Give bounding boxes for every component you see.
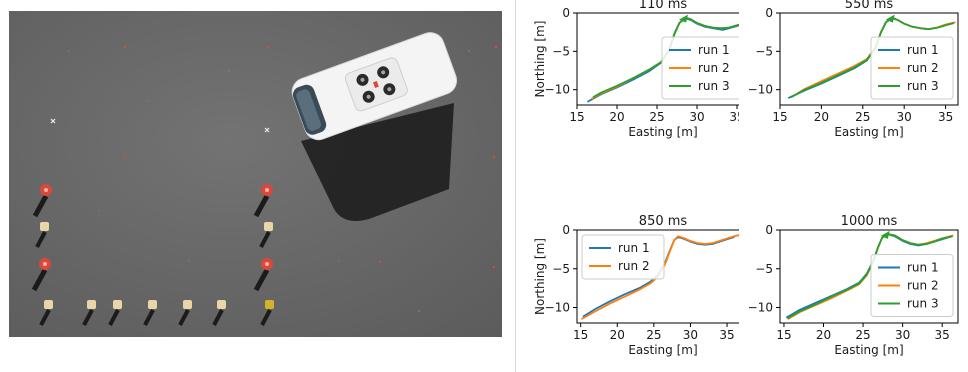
van bbox=[291, 32, 458, 141]
chart-svg: 850 ms 15 20 25 30 35 0 −5 −10 Easting [m] Northin… bbox=[533, 214, 750, 357]
y-tick-label: −5 bbox=[755, 44, 773, 58]
cone-cream bbox=[259, 222, 273, 248]
y-tick-label: −10 bbox=[748, 83, 773, 97]
legend-label-1: run 1 bbox=[618, 241, 650, 255]
y-axis-label: Northing [m] bbox=[533, 21, 547, 98]
legend-label-2: run 2 bbox=[698, 61, 730, 75]
x-tick-label: 15 bbox=[569, 110, 584, 124]
legend: run 1 run 2 run 3 bbox=[870, 254, 954, 317]
y-tick-label: −5 bbox=[755, 262, 773, 276]
series-line-3 bbox=[786, 233, 953, 320]
legend-label-1: run 1 bbox=[907, 261, 939, 275]
cone-red bbox=[253, 184, 273, 218]
x-tick-label: 25 bbox=[649, 110, 664, 124]
x-tick-label: 30 bbox=[895, 328, 910, 342]
x-tick-label: 30 bbox=[897, 110, 912, 124]
x-tick-label: 20 bbox=[816, 328, 831, 342]
legend-label-3: run 3 bbox=[907, 297, 939, 311]
legend-box bbox=[581, 234, 665, 280]
panel-divider bbox=[515, 0, 516, 372]
legend-label-2: run 2 bbox=[907, 279, 939, 293]
heading-arrow bbox=[679, 14, 688, 23]
chart-550ms: 550 ms 15 20 25 30 35 0 −5 −10 Easting [m] run 1 ru… bbox=[742, 0, 966, 162]
x-axis-label: Easting [m] bbox=[628, 343, 697, 357]
chart-title: 550 ms bbox=[845, 0, 894, 12]
y-tick-label: 0 bbox=[562, 6, 570, 20]
legend-box bbox=[870, 36, 954, 100]
cone-cream bbox=[143, 300, 157, 326]
legend: run 1 run 2 run 3 bbox=[870, 36, 954, 100]
aerial-photo bbox=[9, 11, 502, 337]
x-tick-label: 15 bbox=[772, 110, 787, 124]
cone-red bbox=[253, 258, 273, 292]
cone-cream bbox=[212, 300, 226, 326]
heading-arrow bbox=[880, 230, 890, 239]
cone-cream bbox=[178, 300, 192, 326]
chart-title: 1000 ms bbox=[841, 214, 898, 229]
cone-square bbox=[31, 184, 274, 326]
y-axis-label: Northing [m] bbox=[533, 238, 547, 315]
legend-label-2: run 2 bbox=[618, 259, 650, 273]
legend-box bbox=[870, 254, 954, 317]
y-tick-label: −5 bbox=[552, 262, 570, 276]
chart-title: 110 ms bbox=[639, 0, 688, 12]
legend: run 1 run 2 run 3 bbox=[661, 36, 745, 100]
cone-yellow bbox=[260, 300, 274, 326]
x-axis-label: Easting [m] bbox=[628, 125, 697, 139]
plot-frame bbox=[779, 12, 959, 106]
white-x-mark bbox=[50, 118, 270, 133]
x-tick-label: 15 bbox=[573, 328, 588, 342]
legend: run 1 run 2 bbox=[581, 234, 665, 280]
cone-cream bbox=[82, 300, 96, 326]
x-tick-label: 35 bbox=[729, 110, 739, 124]
x-tick-label: 30 bbox=[689, 110, 704, 124]
chart-svg: 110 ms 15 20 25 30 35 0 −5 −10 Easting [m] Northin… bbox=[533, 0, 750, 139]
legend-label-3: run 3 bbox=[907, 79, 939, 93]
y-tick-label: −10 bbox=[545, 301, 570, 315]
cone-cream bbox=[35, 222, 49, 248]
legend-label-1: run 1 bbox=[907, 43, 939, 57]
legend-label-2: run 2 bbox=[907, 61, 939, 75]
y-tick-label: −5 bbox=[552, 44, 570, 58]
x-tick-label: 35 bbox=[719, 328, 734, 342]
cone-cream bbox=[39, 300, 53, 326]
chart-850ms: 850 ms 15 20 25 30 35 0 −5 −10 Easting [m] Northin… bbox=[517, 206, 750, 368]
x-tick-label: 35 bbox=[935, 328, 950, 342]
chart-title: 850 ms bbox=[639, 214, 688, 229]
legend-label-1: run 1 bbox=[698, 43, 730, 57]
y-tick-label: 0 bbox=[562, 223, 570, 237]
y-tick-label: 0 bbox=[765, 6, 773, 20]
plot-frame bbox=[779, 229, 959, 324]
cone-cream bbox=[108, 300, 122, 326]
x-axis-label: Easting [m] bbox=[834, 343, 903, 357]
x-tick-label: 30 bbox=[683, 328, 698, 342]
y-tick-label: −10 bbox=[748, 301, 773, 315]
x-tick-label: 20 bbox=[610, 328, 625, 342]
heading-arrow bbox=[885, 14, 895, 23]
series-line-2 bbox=[580, 233, 745, 320]
cone-red bbox=[32, 184, 52, 218]
x-tick-label: 35 bbox=[938, 110, 953, 124]
x-tick-label: 25 bbox=[646, 328, 661, 342]
x-tick-label: 25 bbox=[855, 328, 870, 342]
x-tick-label: 20 bbox=[814, 110, 829, 124]
y-tick-label: −10 bbox=[545, 83, 570, 97]
legend-label-3: run 3 bbox=[698, 79, 730, 93]
ground-markers bbox=[124, 46, 497, 268]
x-tick-label: 20 bbox=[609, 110, 624, 124]
chart-110ms: 110 ms 15 20 25 30 35 0 −5 −10 Easting [m] Northin… bbox=[517, 0, 750, 162]
x-tick-label: 15 bbox=[776, 328, 791, 342]
y-tick-label: 0 bbox=[765, 223, 773, 237]
asphalt-speckles bbox=[67, 49, 471, 313]
x-tick-label: 25 bbox=[855, 110, 870, 124]
cone-red bbox=[31, 258, 51, 292]
x-axis-label: Easting [m] bbox=[834, 125, 903, 139]
